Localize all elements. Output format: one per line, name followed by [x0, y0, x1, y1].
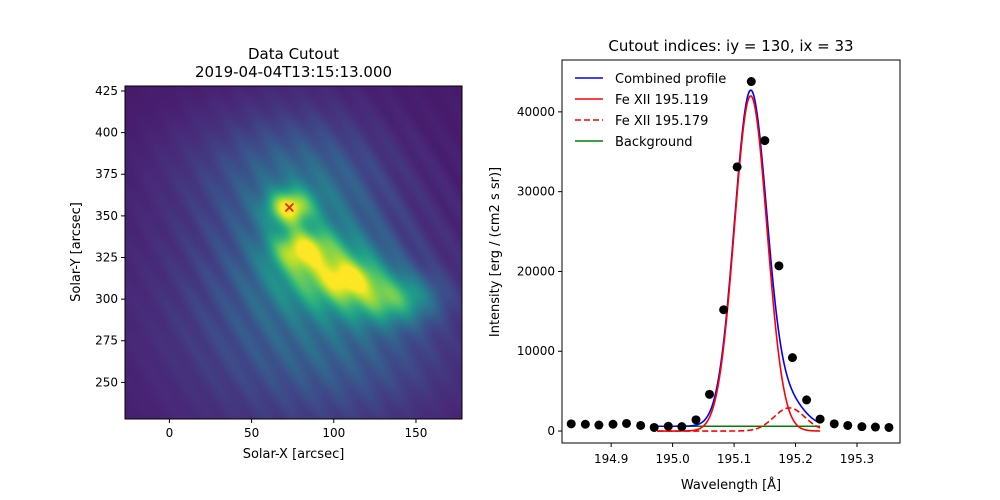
- spectrum-y-tick-label: 0: [547, 424, 555, 438]
- spectrum-data-point: [622, 418, 632, 428]
- spectrum-data-point: [732, 162, 742, 172]
- spectrum-data-point: [746, 77, 756, 87]
- spectrum-title: Cutout indices: iy = 130, ix = 33: [608, 37, 853, 55]
- heatmap-image: [125, 86, 462, 419]
- heatmap-x-tick-label: 0: [166, 426, 174, 440]
- spectrum-y-tick-label: 40000: [517, 105, 555, 119]
- spectrum-x-tick-label: 195.0: [655, 452, 689, 466]
- legend-fe-xii-195119-label: Fe XII 195.119: [615, 93, 708, 108]
- spectrum-x-tick-label: 195.3: [840, 452, 874, 466]
- heatmap-title-line1: Data Cutout: [248, 45, 339, 63]
- heatmap-x-ticks: 0 50 100 150: [166, 419, 428, 440]
- spectrum-data-point: [774, 261, 784, 271]
- heatmap-y-axis-label: Solar-Y [arcsec]: [69, 202, 84, 302]
- spectrum-data-point: [636, 420, 646, 430]
- heatmap-y-ticks: 250 275 300 325 350 375 400 425: [95, 84, 125, 389]
- spectrum-x-ticks: 194.9 195.0 195.1 195.2 195.3: [594, 443, 874, 466]
- spectrum-x-tick-label: 195.2: [778, 452, 812, 466]
- spectrum-data-point: [787, 353, 797, 363]
- spectrum-y-axis-label: Intensity [erg / (cm2 s sr)]: [488, 167, 503, 337]
- spectrum-data-point: [663, 421, 673, 431]
- heatmap-x-tick-label: 50: [244, 426, 259, 440]
- heatmap-marker-stroke: [284, 202, 295, 213]
- heatmap-frame: [124, 85, 463, 420]
- spectrum-data-point: [870, 422, 880, 432]
- spectrum-data-point: [719, 305, 729, 315]
- legend-background-label: Background: [615, 135, 693, 150]
- heatmap-marker: [284, 202, 295, 213]
- spectrum-data-point: [594, 420, 604, 430]
- heatmap-y-tick-label: 425: [95, 84, 118, 98]
- spectrum-y-tick-label: 10000: [517, 344, 555, 358]
- spectrum-x-tick-label: 195.1: [717, 452, 751, 466]
- heatmap-y-tick-label: 300: [95, 292, 118, 306]
- spectrum-legend: Combined profile Fe XII 195.119 Fe XII 195…: [575, 72, 726, 150]
- spectrum-y-tick-label: 30000: [517, 185, 555, 199]
- spectrum-data-point: [857, 422, 867, 432]
- spectrum-data-point: [760, 136, 770, 146]
- spectrum-x-axis-label: Wavelength [Å]: [681, 477, 781, 493]
- spectrum-y-tick-label: 20000: [517, 264, 555, 278]
- spectrum-data-points: [566, 77, 894, 432]
- heatmap-y-tick-label: 250: [95, 375, 118, 389]
- heatmap-y-tick-label: 275: [95, 334, 118, 348]
- spectrum-data-point: [815, 414, 825, 424]
- heatmap-y-tick-label: 375: [95, 167, 118, 181]
- spectrum-data-point: [566, 419, 576, 429]
- spectrum-data-point: [608, 419, 618, 429]
- spectrum-data-point: [802, 395, 812, 405]
- legend-fe-xii-195179-label: Fe XII 195.179: [615, 114, 708, 129]
- spectrum-data-point: [580, 419, 590, 429]
- heatmap-x-tick-label: 100: [322, 426, 345, 440]
- spectrum-frame: [561, 59, 901, 444]
- spectrum-data-point: [649, 422, 659, 432]
- legend-combined-profile-label: Combined profile: [615, 72, 726, 87]
- spectrum-data-point: [884, 422, 894, 432]
- heatmap-y-tick-label: 350: [95, 209, 118, 223]
- heatmap-x-axis-label: Solar-X [arcsec]: [243, 447, 345, 462]
- heatmap-y-tick-label: 400: [95, 126, 118, 140]
- spectrum-data-point: [677, 422, 687, 432]
- spectrum-y-ticks: 0 10000 20000 30000 40000: [517, 105, 562, 438]
- spectrum-data-point: [843, 420, 853, 430]
- heatmap-title-line2: 2019-04-04T13:15:13.000: [195, 63, 392, 81]
- spectrum-fe-xii-195119-line: [657, 95, 821, 432]
- heatmap-x-tick-label: 150: [405, 426, 428, 440]
- spectrum-data-point: [704, 389, 714, 399]
- heatmap-y-tick-label: 325: [95, 250, 118, 264]
- spectrum-x-tick-label: 194.9: [594, 452, 628, 466]
- spectrum-panel: Cutout indices: iy = 130, ix = 33 194.9 1…: [488, 37, 901, 493]
- heatmap-panel: Data Cutout 2019-04-04T13:15:13.000 0 50 1…: [69, 45, 463, 462]
- spectrum-data-point: [829, 419, 839, 429]
- spectrum-data-point: [691, 415, 701, 425]
